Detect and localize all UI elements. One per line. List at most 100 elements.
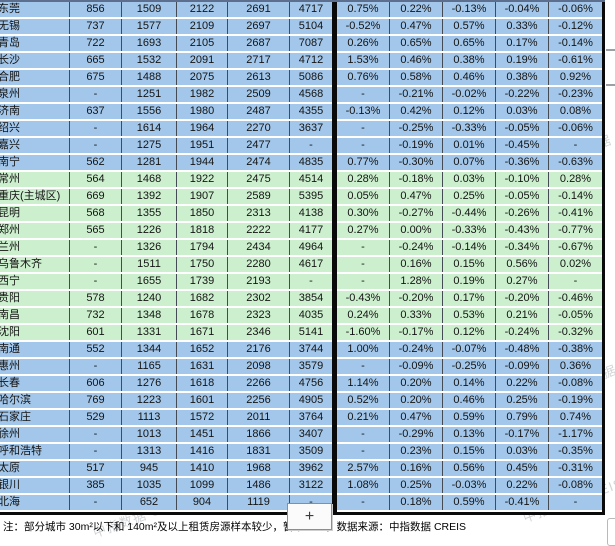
cell-change[interactable]: 0.30%	[337, 206, 390, 221]
cell-value[interactable]: 2266	[228, 376, 290, 391]
cell-change[interactable]: -0.05%	[496, 189, 549, 204]
cell-change[interactable]: 0.03%	[496, 104, 549, 119]
cell-change[interactable]: -0.77%	[558, 224, 593, 236]
cell-change[interactable]: -0.24%	[496, 325, 549, 340]
cell-city[interactable]: 呼和浩特	[0, 444, 70, 459]
cell-change[interactable]: 0.25%	[496, 393, 549, 408]
cell-value[interactable]: 669	[70, 189, 122, 204]
cell-value[interactable]: 1556	[122, 104, 177, 119]
cell-change[interactable]: 0.03%	[443, 172, 496, 187]
cell-value[interactable]: 1794	[177, 240, 228, 255]
cell-value[interactable]: 1982	[177, 87, 228, 102]
cell-change[interactable]: 1.08%	[337, 478, 390, 493]
cell-change[interactable]: -0.09%	[496, 359, 549, 374]
cell-city[interactable]: 太原	[0, 461, 70, 476]
cell-value[interactable]: 1739	[177, 274, 228, 289]
cell-value[interactable]: 4568	[298, 88, 324, 100]
cell-value[interactable]: -	[70, 359, 122, 374]
cell-change[interactable]: -0.43%	[337, 291, 390, 306]
cell-value[interactable]: 1355	[122, 206, 177, 221]
cell-value[interactable]: 737	[70, 19, 122, 34]
cell-change[interactable]: -0.43%	[496, 223, 549, 238]
cell-change[interactable]: 0.25%	[390, 478, 443, 493]
cell-value[interactable]: 2105	[177, 36, 228, 51]
cell-change[interactable]: 0.92%	[559, 71, 592, 83]
cell-change[interactable]: 1.28%	[390, 274, 443, 289]
cell-city[interactable]: 南通	[0, 342, 70, 357]
cell-change[interactable]: 0.21%	[496, 308, 549, 323]
cell-change[interactable]: -	[337, 87, 390, 102]
cell-change[interactable]: -	[337, 427, 390, 442]
cell-change[interactable]: 0.03%	[496, 444, 549, 459]
cell-city[interactable]: 合肥	[0, 70, 70, 85]
cell-change[interactable]: 0.59%	[443, 495, 496, 510]
cell-value[interactable]: 2589	[228, 189, 290, 204]
cell-value[interactable]: 4717	[298, 3, 324, 15]
cell-change[interactable]: -0.07%	[443, 342, 496, 357]
cell-change[interactable]: 0.23%	[390, 444, 443, 459]
cell-change[interactable]: -0.14%	[558, 190, 593, 202]
cell-value[interactable]: 1968	[228, 461, 290, 476]
cell-change[interactable]: 0.75%	[337, 2, 390, 17]
cell-value[interactable]: 722	[70, 36, 122, 51]
cell-city[interactable]: 哈尔滨	[0, 393, 70, 408]
cell-change[interactable]: 0.76%	[337, 70, 390, 85]
cell-change[interactable]: -0.67%	[558, 241, 593, 253]
cell-value[interactable]: 1226	[122, 223, 177, 238]
cell-change[interactable]: 0.65%	[390, 36, 443, 51]
cell-city[interactable]: 石家庄	[0, 410, 70, 425]
zoom-in-button[interactable]: +	[287, 503, 332, 530]
cell-value[interactable]: 1614	[122, 121, 177, 136]
cell-change[interactable]: -0.24%	[390, 342, 443, 357]
cell-change[interactable]: 0.38%	[443, 53, 496, 68]
cell-change[interactable]: 0.59%	[443, 410, 496, 425]
cell-value[interactable]: 904	[177, 495, 228, 510]
cell-value[interactable]: 1468	[122, 172, 177, 187]
cell-value[interactable]: 2098	[228, 359, 290, 374]
cell-change[interactable]: -0.24%	[390, 240, 443, 255]
cell-value[interactable]: 4514	[298, 173, 324, 185]
cell-change[interactable]: -	[337, 495, 390, 510]
cell-change[interactable]: 0.15%	[443, 257, 496, 272]
cell-value[interactable]: 2487	[228, 104, 290, 119]
cell-value[interactable]: -	[70, 427, 122, 442]
cell-value[interactable]: 2270	[228, 121, 290, 136]
cell-value[interactable]: -	[70, 240, 122, 255]
cell-value[interactable]: 3122	[298, 479, 324, 491]
cell-change[interactable]: 0.52%	[337, 393, 390, 408]
cell-value[interactable]: 1964	[177, 121, 228, 136]
cell-value[interactable]: 2280	[228, 257, 290, 272]
cell-value[interactable]: 1331	[122, 325, 177, 340]
cell-value[interactable]: 3764	[298, 411, 324, 423]
cell-value[interactable]: 2109	[177, 19, 228, 34]
cell-value[interactable]: 2613	[228, 70, 290, 85]
cell-value[interactable]: 1652	[177, 342, 228, 357]
cell-change[interactable]: 0.01%	[443, 138, 496, 153]
cell-city[interactable]: 沈阳	[0, 325, 70, 340]
cell-value[interactable]: 769	[70, 393, 122, 408]
cell-value[interactable]: 2091	[177, 53, 228, 68]
cell-city[interactable]: 常州	[0, 172, 70, 187]
cell-change[interactable]: -0.23%	[558, 88, 593, 100]
cell-value[interactable]: 4035	[298, 309, 324, 321]
cell-value[interactable]: 732	[70, 308, 122, 323]
cell-value[interactable]: 945	[122, 461, 177, 476]
cell-value[interactable]: -	[70, 495, 122, 510]
cell-value[interactable]: 2122	[177, 2, 228, 17]
cell-city[interactable]: 绍兴	[0, 121, 70, 136]
cell-value[interactable]: 1313	[122, 444, 177, 459]
cell-value[interactable]: -	[309, 496, 313, 508]
cell-value[interactable]: 1275	[122, 138, 177, 153]
cell-change[interactable]: -0.05%	[496, 121, 549, 136]
cell-value[interactable]: 2075	[177, 70, 228, 85]
cell-value[interactable]: 1013	[122, 427, 177, 442]
cell-value[interactable]: 1922	[177, 172, 228, 187]
cell-value[interactable]: -	[309, 275, 313, 287]
cell-change[interactable]: -0.35%	[558, 445, 593, 457]
cell-change[interactable]: 0.16%	[390, 257, 443, 272]
cell-value[interactable]: 2346	[228, 325, 290, 340]
cell-value[interactable]: 2477	[228, 138, 290, 153]
cell-value[interactable]: 4756	[298, 377, 324, 389]
cell-value[interactable]: 3637	[298, 122, 324, 134]
cell-change[interactable]: -0.33%	[443, 223, 496, 238]
